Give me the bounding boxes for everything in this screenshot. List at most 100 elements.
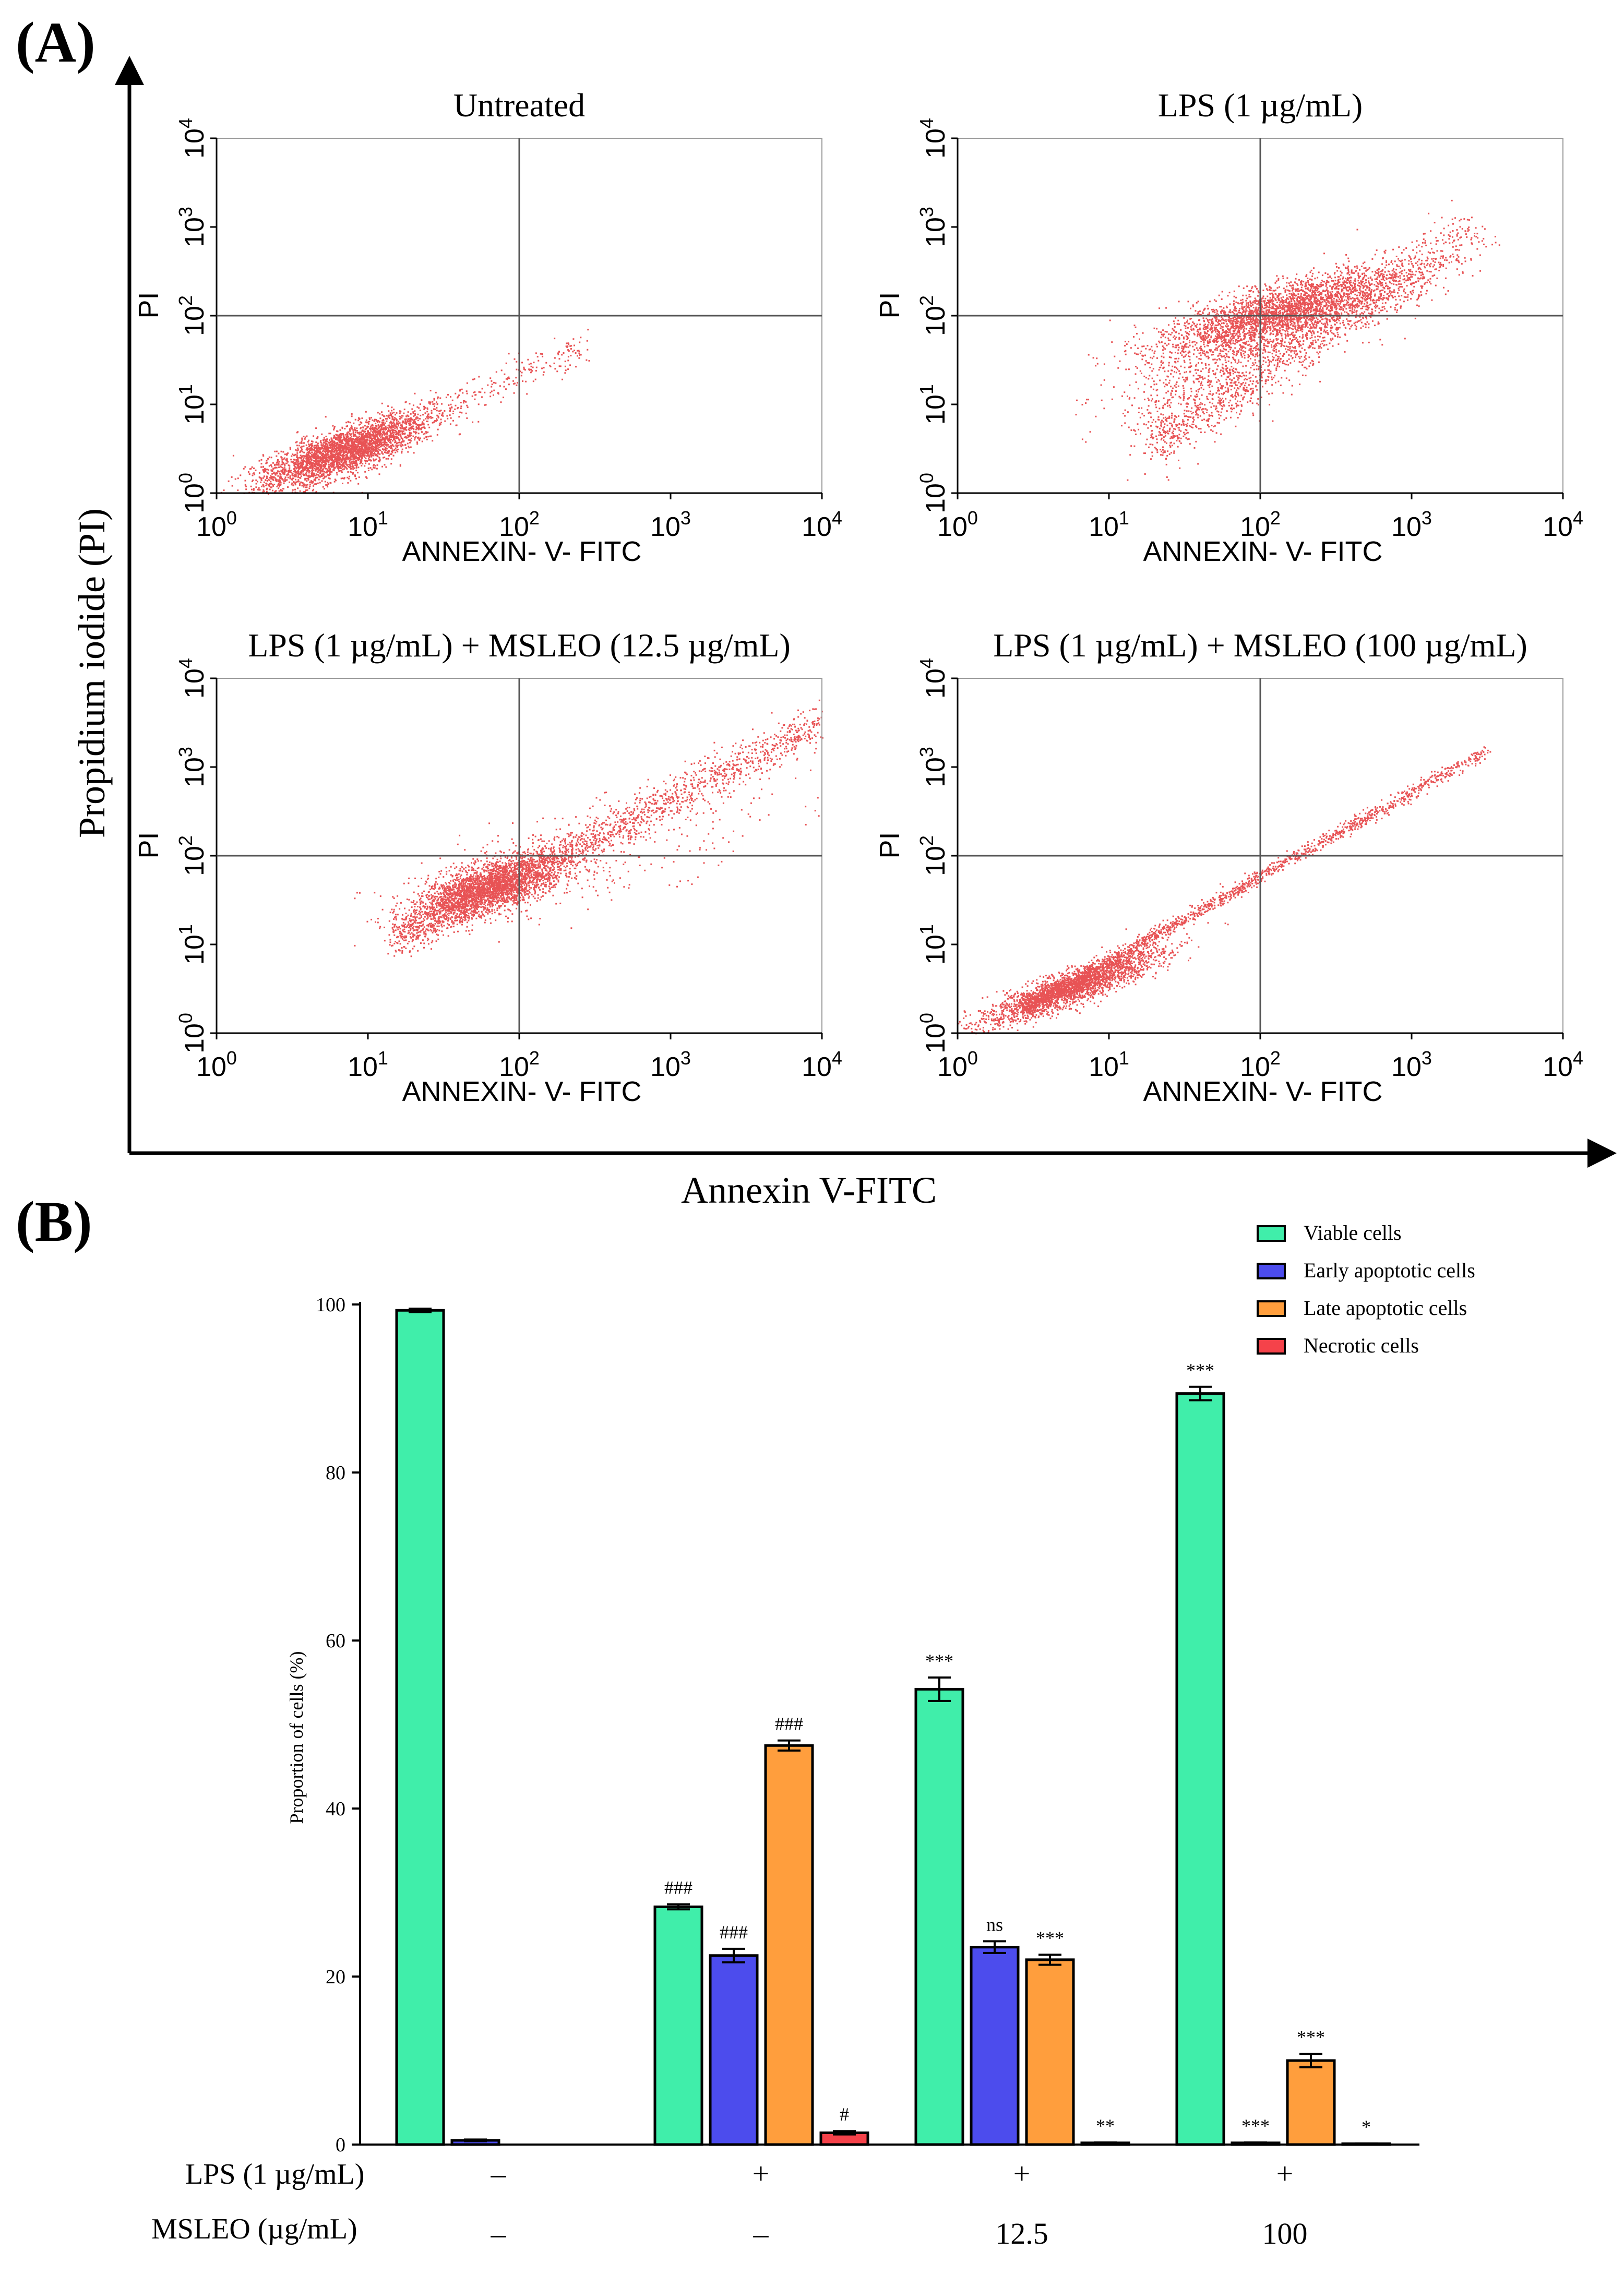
legend-swatch — [1257, 1225, 1286, 1242]
significance-label: ### — [720, 1922, 748, 1943]
flow-plot-title: LPS (1 µg/mL) — [1158, 87, 1363, 124]
y-tick-label: 104 — [175, 658, 210, 699]
treatment-value: – — [753, 2217, 769, 2250]
significance-label: *** — [1297, 2027, 1325, 2048]
y-tick-label: 101 — [916, 924, 951, 965]
y-tick-label: 100 — [175, 1013, 210, 1053]
flow-plot-events — [354, 699, 823, 957]
treatment-value: + — [1013, 2157, 1031, 2190]
y-tick-label: 102 — [175, 835, 210, 876]
bar — [653, 1905, 703, 2146]
flow-plot-title: LPS (1 µg/mL) + MSLEO (12.5 µg/mL) — [248, 627, 791, 664]
flow-plot-y-label: PI — [874, 292, 905, 318]
flow-plot-y-label: PI — [133, 292, 164, 318]
x-tick-label: 102 — [499, 507, 540, 542]
legend: Viable cells Early apoptotic cells Late ap… — [1257, 1221, 1475, 1357]
legend-label: Late apoptotic cells — [1304, 1296, 1467, 1320]
bar — [1175, 1392, 1225, 2146]
y-tick-label: 20 — [326, 1966, 345, 1988]
x-tick-label: 104 — [1543, 1047, 1583, 1082]
y-tick-label: 40 — [326, 1798, 345, 1820]
significance-label: ns — [986, 1914, 1003, 1935]
y-tick-label: 101 — [175, 384, 210, 425]
significance-label: *** — [1036, 1927, 1064, 1948]
significance-label: ### — [664, 1877, 692, 1898]
x-tick-label: 104 — [1543, 507, 1583, 542]
x-tick-label: 100 — [196, 1047, 237, 1082]
flow-plot-y-label: PI — [133, 832, 164, 858]
legend-swatch — [1257, 1300, 1286, 1317]
treatment-row-label-lps: LPS (1 µg/mL) — [185, 2158, 364, 2190]
legend-swatch — [1257, 1338, 1286, 1355]
x-tick-label: 102 — [1240, 507, 1281, 542]
bar — [395, 1309, 445, 2146]
y-tick-label: 100 — [175, 473, 210, 513]
y-tick-label: 102 — [916, 295, 951, 336]
bar — [1286, 2059, 1336, 2146]
significance-label: * — [1362, 2116, 1371, 2137]
x-tick-label: 103 — [1391, 1047, 1432, 1082]
y-tick-label: 0 — [336, 2134, 345, 2156]
x-tick-label: 103 — [650, 507, 691, 542]
x-tick-label: 101 — [1089, 1047, 1129, 1082]
legend-swatch — [1257, 1263, 1286, 1279]
significance-label: *** — [925, 1650, 953, 1671]
y-tick-label: 100 — [916, 1013, 951, 1053]
y-tick-label: 103 — [175, 747, 210, 787]
treatment-value: + — [1276, 2157, 1294, 2190]
x-tick-label: 101 — [1089, 507, 1129, 542]
bar — [914, 1687, 964, 2146]
y-tick-label: 100 — [316, 1294, 345, 1316]
legend-label: Early apoptotic cells — [1304, 1259, 1475, 1282]
flow-plot-title: LPS (1 µg/mL) + MSLEO (100 µg/mL) — [993, 627, 1527, 664]
x-tick-label: 100 — [196, 507, 237, 542]
x-tick-label: 100 — [937, 1047, 978, 1082]
treatment-value: + — [753, 2157, 770, 2190]
bar — [1025, 1958, 1075, 2146]
flow-plot-4: LPS (1 µg/mL) + MSLEO (100 µg/mL) 100 101 1… — [874, 627, 1583, 1107]
significance-label: *** — [1241, 2115, 1270, 2136]
treatment-value: – — [491, 2157, 507, 2190]
flow-plot-events — [958, 746, 1491, 1035]
panel-label-a: (A) — [16, 10, 95, 74]
flow-plot-y-label: PI — [874, 832, 905, 858]
y-tick-label: 101 — [916, 384, 951, 425]
x-tick-label: 101 — [348, 507, 388, 542]
y-tick-label: 60 — [326, 1630, 345, 1652]
y-tick-label: 102 — [916, 835, 951, 876]
treatment-row-label-msleo: MSLEO (µg/mL) — [151, 2213, 357, 2245]
flow-plot-events — [220, 329, 590, 495]
bar-chart-y-label: Proportion of cells (%) — [286, 1651, 307, 1824]
significance-label: ### — [775, 1714, 803, 1734]
legend-label: Necrotic cells — [1304, 1334, 1419, 1357]
treatment-value: 100 — [1262, 2217, 1308, 2250]
bar — [709, 1954, 759, 2146]
x-tick-label: 104 — [802, 507, 842, 542]
legend-label: Viable cells — [1304, 1221, 1402, 1244]
x-tick-label: 103 — [1391, 507, 1432, 542]
significance-label: *** — [1186, 1360, 1214, 1381]
flow-plot-1: Untreated 100 101 102 103 104 100 101 102 103 104 A… — [133, 87, 842, 567]
significance-label: ** — [1096, 2115, 1115, 2136]
y-tick-label: 104 — [916, 118, 951, 159]
treatment-value: – — [491, 2217, 507, 2250]
bar — [764, 1744, 814, 2146]
y-tick-label: 101 — [175, 924, 210, 965]
y-tick-label: 100 — [916, 473, 951, 513]
x-tick-label: 102 — [1240, 1047, 1281, 1082]
treatment-value: 12.5 — [995, 2217, 1048, 2250]
y-tick-label: 103 — [916, 207, 951, 247]
flow-plot-x-label: ANNEXIN- V- FITC — [402, 536, 641, 567]
flow-plot-3: LPS (1 µg/mL) + MSLEO (12.5 µg/mL) 100 101… — [133, 627, 842, 1107]
y-tick-label: 103 — [916, 747, 951, 787]
flow-plot-x-label: ANNEXIN- V- FITC — [402, 1076, 641, 1107]
panel-a-y-axis-title: Propidium iodide (PI) — [71, 508, 113, 838]
x-tick-label: 102 — [499, 1047, 540, 1082]
significance-label: # — [840, 2104, 849, 2125]
y-tick-label: 104 — [175, 118, 210, 159]
x-tick-label: 100 — [937, 507, 978, 542]
panel-a-outer-axes: Propidium iodide (PI) Annexin V-FITC — [71, 56, 1617, 1211]
y-tick-label: 103 — [175, 207, 210, 247]
x-tick-label: 103 — [650, 1047, 691, 1082]
flow-plot-x-label: ANNEXIN- V- FITC — [1143, 1076, 1382, 1107]
